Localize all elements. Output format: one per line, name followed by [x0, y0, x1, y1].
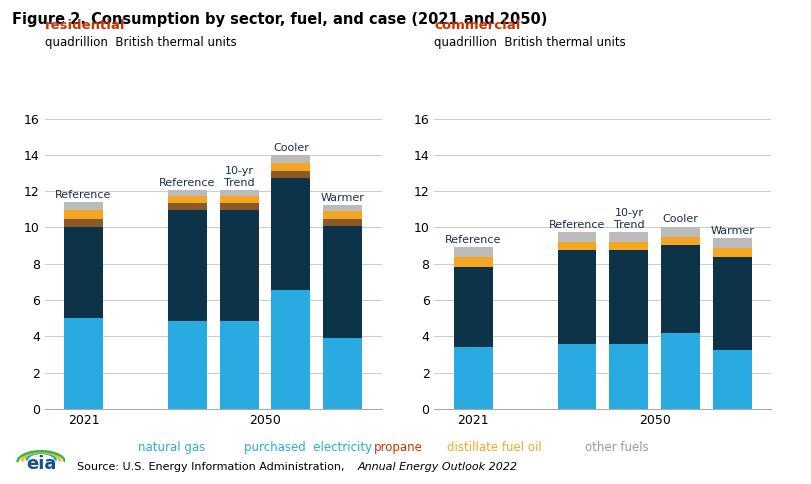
- Bar: [271, 163, 310, 171]
- Bar: [168, 321, 207, 409]
- Text: Annual Energy Outlook 2022: Annual Energy Outlook 2022: [357, 462, 517, 472]
- Text: distillate fuel oil: distillate fuel oil: [446, 441, 541, 454]
- Bar: [453, 267, 492, 348]
- Bar: [271, 178, 310, 290]
- Bar: [64, 318, 103, 409]
- Bar: [64, 202, 103, 210]
- Text: quadrillion  British thermal units: quadrillion British thermal units: [434, 36, 625, 49]
- Bar: [323, 226, 362, 338]
- Bar: [557, 344, 596, 409]
- Text: purchased  electricity: purchased electricity: [243, 441, 371, 454]
- Text: commercial: commercial: [434, 19, 520, 32]
- Bar: [660, 237, 699, 245]
- Bar: [323, 211, 362, 219]
- Bar: [660, 333, 699, 409]
- Bar: [453, 257, 492, 267]
- Text: 10-yr
Trend: 10-yr Trend: [224, 166, 254, 188]
- Bar: [64, 219, 103, 227]
- Text: Cooler: Cooler: [662, 214, 697, 225]
- Text: Reference: Reference: [159, 178, 215, 188]
- Bar: [168, 190, 207, 196]
- Bar: [557, 232, 596, 242]
- Bar: [453, 348, 492, 409]
- Bar: [64, 227, 103, 318]
- Text: propane: propane: [373, 441, 422, 454]
- Text: Cooler: Cooler: [272, 143, 308, 153]
- Bar: [557, 250, 596, 344]
- Text: natural gas: natural gas: [138, 441, 205, 454]
- Bar: [660, 227, 699, 237]
- Text: Warmer: Warmer: [320, 193, 364, 203]
- Text: Source: U.S. Energy Information Administration,: Source: U.S. Energy Information Administ…: [77, 462, 348, 472]
- Bar: [608, 250, 647, 344]
- Bar: [712, 238, 751, 248]
- Bar: [712, 257, 751, 350]
- Bar: [219, 203, 258, 210]
- Bar: [271, 171, 310, 178]
- Text: 10-yr
Trend: 10-yr Trend: [613, 208, 643, 230]
- Bar: [323, 205, 362, 211]
- Bar: [557, 242, 596, 250]
- Text: Reference: Reference: [548, 220, 604, 230]
- Bar: [712, 248, 751, 257]
- Text: Reference: Reference: [444, 235, 501, 245]
- Text: Reference: Reference: [55, 190, 112, 200]
- Bar: [219, 190, 258, 196]
- Bar: [453, 247, 492, 257]
- Bar: [608, 344, 647, 409]
- Text: Figure 2. Consumption by sector, fuel, and case (2021 and 2050): Figure 2. Consumption by sector, fuel, a…: [12, 12, 547, 27]
- Bar: [64, 210, 103, 219]
- Bar: [660, 245, 699, 333]
- Text: other fuels: other fuels: [584, 441, 648, 454]
- Bar: [608, 242, 647, 250]
- Bar: [168, 210, 207, 321]
- Bar: [168, 196, 207, 203]
- Bar: [219, 196, 258, 203]
- Bar: [323, 219, 362, 226]
- Bar: [271, 155, 310, 163]
- Bar: [219, 210, 258, 321]
- Bar: [168, 203, 207, 210]
- Bar: [712, 350, 751, 409]
- Text: Warmer: Warmer: [710, 226, 753, 236]
- Text: residential: residential: [45, 19, 125, 32]
- Text: eia: eia: [26, 455, 56, 473]
- Bar: [271, 290, 310, 409]
- Text: quadrillion  British thermal units: quadrillion British thermal units: [45, 36, 236, 49]
- Bar: [323, 338, 362, 409]
- Bar: [219, 321, 258, 409]
- Bar: [608, 232, 647, 242]
